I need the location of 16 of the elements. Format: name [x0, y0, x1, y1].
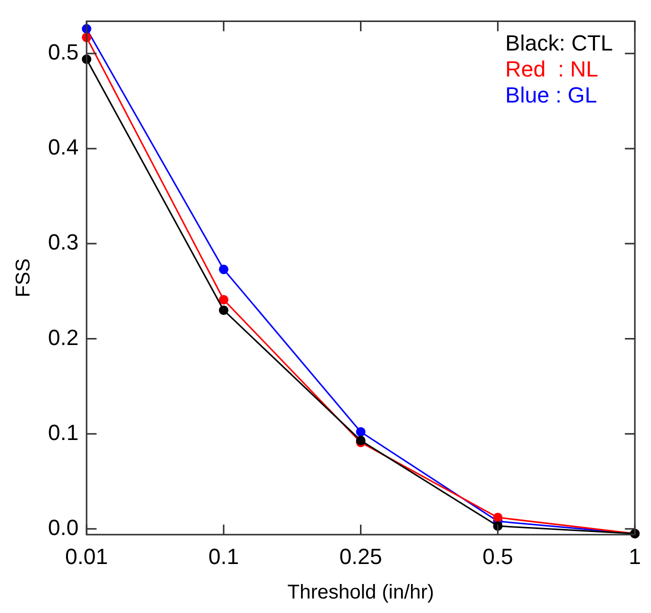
- text: Red : NL: [505, 56, 598, 82]
- y-tick-label: 0.2: [48, 324, 79, 350]
- y-axis-title: FSS: [12, 258, 35, 298]
- y-tick-label: 0.4: [48, 134, 79, 160]
- x-tick-label: 0.01: [65, 544, 108, 569]
- text: Black: CTL: [505, 30, 613, 56]
- x-tick-label: 1: [628, 544, 642, 569]
- y-tick-label: 0.1: [48, 420, 79, 445]
- x-tick-label: 0.5: [482, 544, 514, 569]
- y-tick-label: 0.5: [48, 40, 79, 65]
- y-tick-label: 0.0: [48, 514, 79, 540]
- y-tick-label: 0.3: [48, 230, 79, 255]
- x-axis-title: Threshold (in/hr): [287, 582, 434, 604]
- x-tick-label: 0.25: [339, 544, 382, 569]
- x-tick-label: 0.1: [208, 544, 239, 569]
- text: Blue : GL: [505, 82, 598, 108]
